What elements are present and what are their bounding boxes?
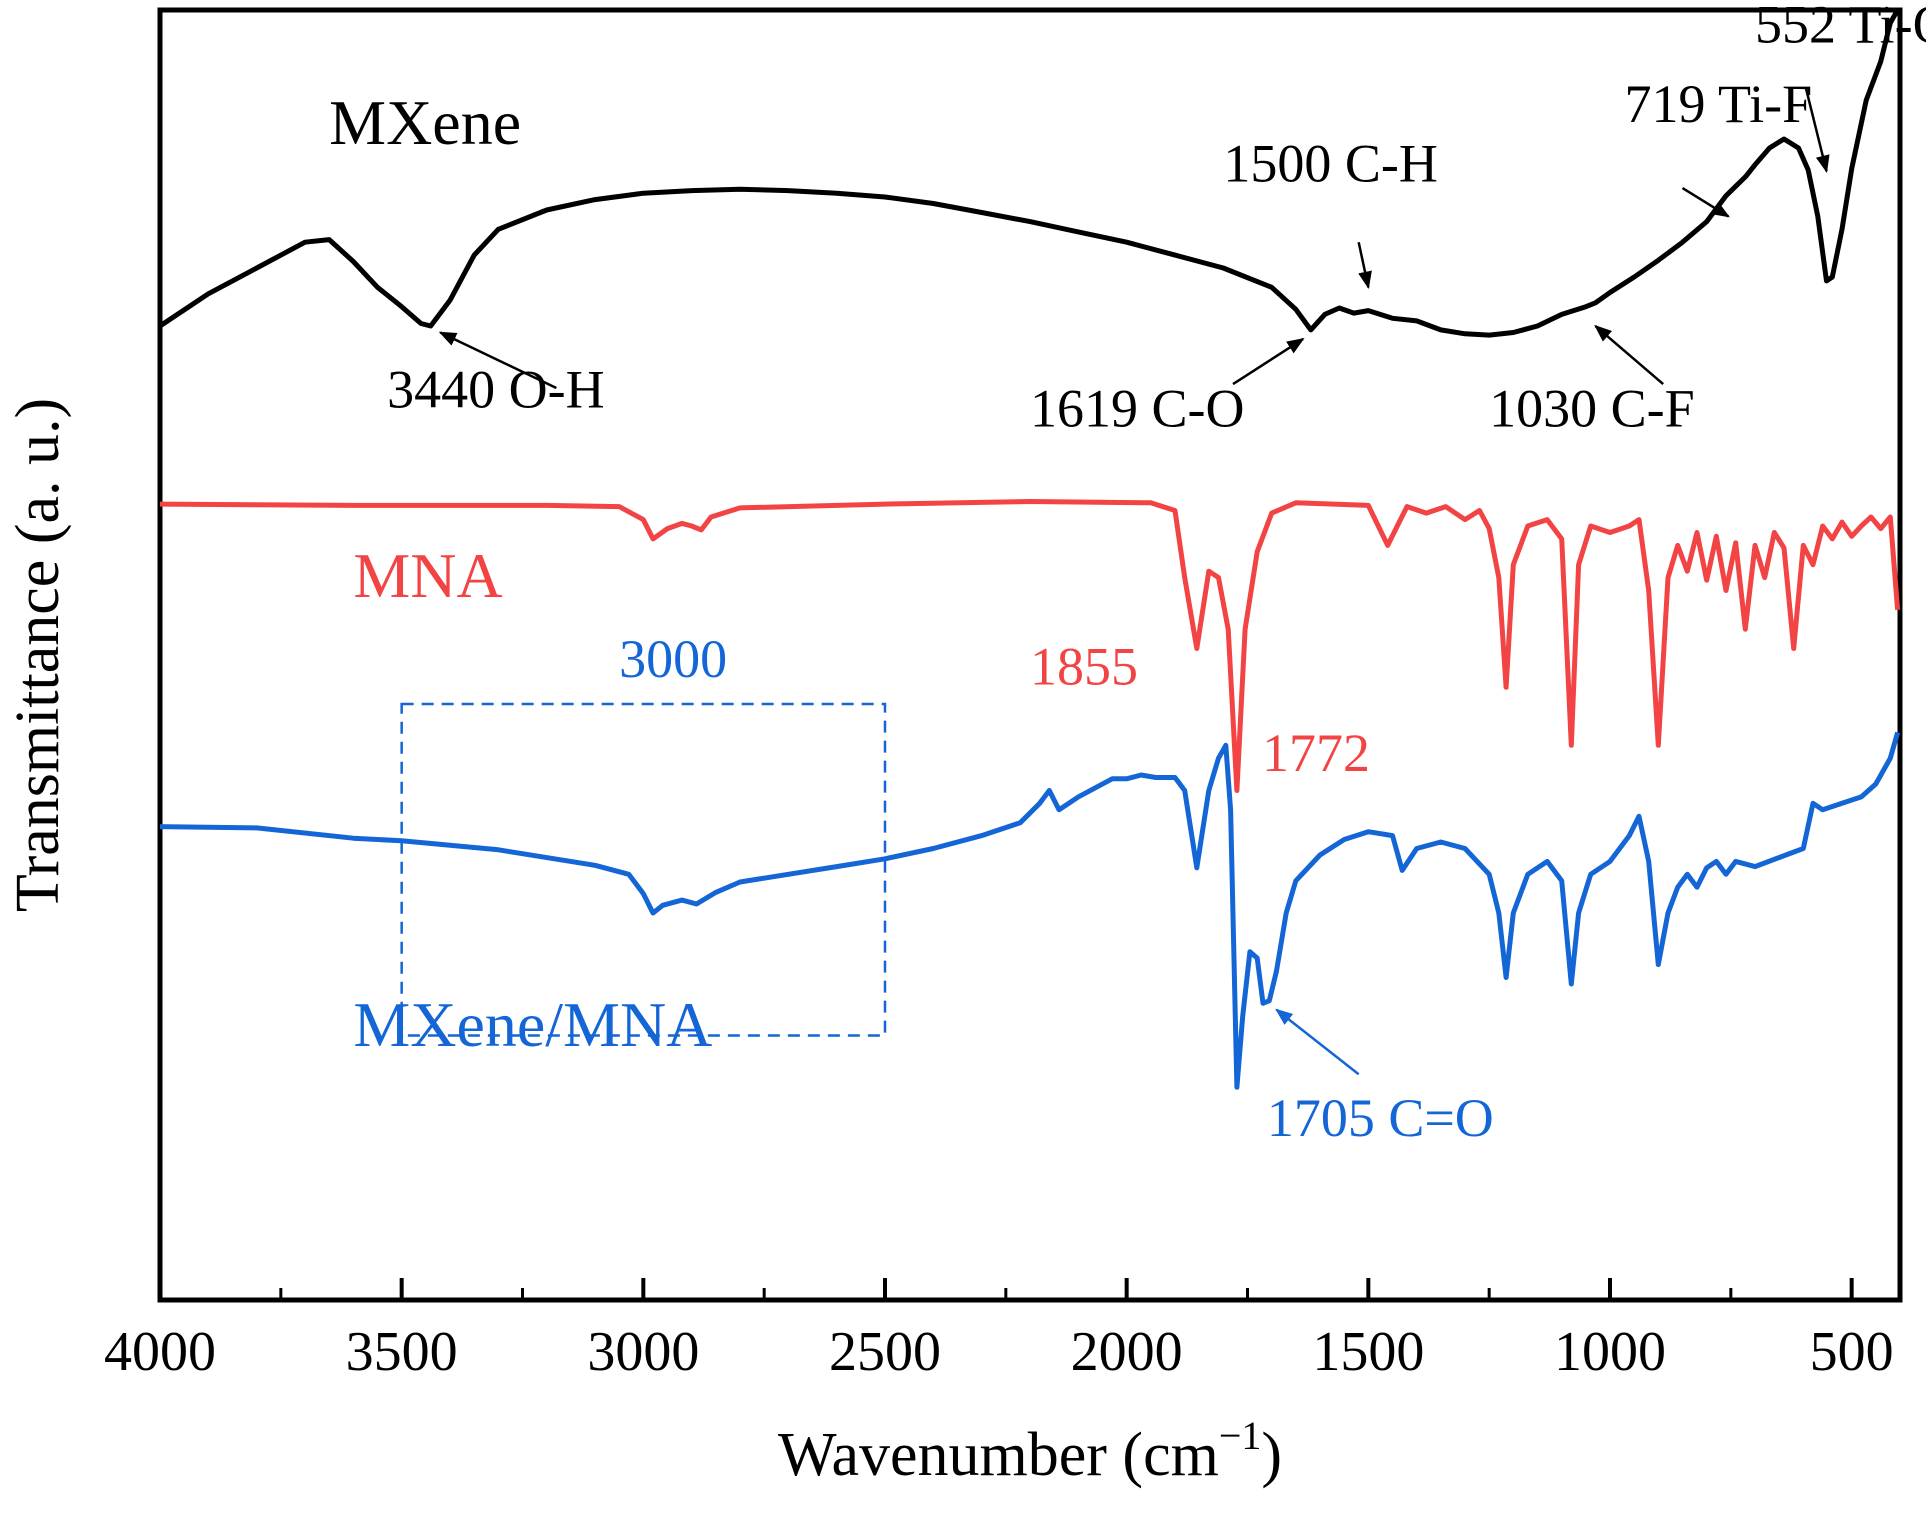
series-line-mxene-mna — [159, 731, 1901, 1090]
series-label-mxene-mna: MXene/MNA — [353, 989, 712, 1060]
annotation-arrow-1705-c-o — [1275, 1008, 1360, 1076]
plot-frame — [157, 7, 1903, 1303]
series-label-mxene: MXene — [329, 87, 521, 158]
x-axis-title: Wavenumber (cm−1) — [778, 1413, 1282, 1489]
x-tick-label-2500: 2500 — [829, 1321, 941, 1383]
annotation-layer: 552 Ti-O 719 Ti-F 1500 C-H 3440 O-H 1619 C-O… — [387, 0, 1926, 1148]
annotation-arrow-3440-o-h — [438, 331, 557, 390]
annotation-3440-o-h: 3440 O-H — [387, 359, 604, 419]
annotation-1030-c-f: 1030 C-F — [1489, 379, 1695, 439]
series-line-mxene — [158, 8, 1900, 338]
x-tick-label-3000: 3000 — [587, 1321, 699, 1383]
annotation-1855: 1855 — [1030, 637, 1138, 697]
annotation-1619-c-o: 1619 C-O — [1030, 379, 1245, 439]
annotation-arrow-719-ti-f — [1681, 186, 1730, 218]
annotation-1500-c-h: 1500 C-H — [1223, 134, 1438, 194]
x-tick-label-500: 500 — [1810, 1321, 1894, 1383]
annotation-arrow-1500-c-h — [1357, 241, 1372, 290]
highlight-box — [400, 702, 887, 1037]
annotation-arrow-552-ti-o — [1804, 87, 1830, 173]
x-tick-label-1000: 1000 — [1554, 1321, 1666, 1383]
y-axis-title: Transmittance (a. u.) — [4, 398, 72, 912]
annotation-719-ti-f: 719 Ti-F — [1625, 74, 1813, 134]
x-tick-label-1500: 1500 — [1312, 1321, 1424, 1383]
x-tick-layer: 4000 3500 3000 2500 2000 1500 1000 500 — [104, 1278, 1894, 1383]
x-tick-label-4000: 4000 — [104, 1321, 216, 1383]
annotation-1705-c-o: 1705 C=O — [1267, 1088, 1494, 1148]
annotation-arrow-1030-c-f — [1594, 324, 1664, 386]
series-label-mna: MNA — [353, 540, 502, 611]
x-tick-label-3500: 3500 — [346, 1321, 458, 1383]
annotation-1772: 1772 — [1262, 723, 1370, 783]
x-tick-label-2000: 2000 — [1071, 1321, 1183, 1383]
highlight-box-layer — [400, 702, 887, 1037]
series-layer: MXene MNA MXene/MNA — [158, 8, 1901, 1090]
annotation-3000: 3000 — [619, 629, 727, 689]
annotation-arrow-1619-c-o — [1232, 337, 1305, 386]
annotation-552-ti-o: 552 Ti-O — [1755, 0, 1926, 54]
series-line-mna — [159, 499, 1901, 793]
